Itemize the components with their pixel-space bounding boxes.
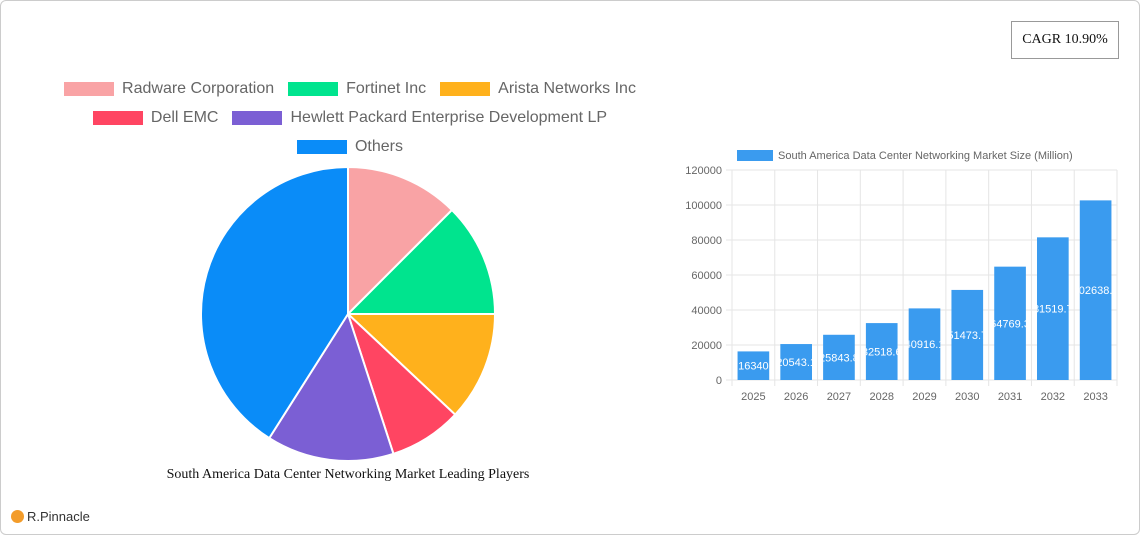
legend-swatch xyxy=(440,81,491,96)
bar-value-label: 25843.8 xyxy=(819,352,859,364)
bar-value-label: 20543.1 xyxy=(776,357,816,369)
pie-slice[interactable] xyxy=(345,208,497,315)
brand-logo: R.Pinnacle xyxy=(11,509,90,524)
y-tick-label: 120000 xyxy=(685,165,722,177)
bar-value-label: 51473.7 xyxy=(947,330,987,342)
logo-icon xyxy=(11,510,24,523)
y-tick-label: 80000 xyxy=(691,235,722,247)
legend-swatch xyxy=(232,110,283,125)
legend-label: Fortinet Inc xyxy=(346,79,427,97)
bar-value-label: 81519.7 xyxy=(1033,304,1073,316)
legend-label: Radware Corporation xyxy=(122,79,275,97)
legend-item[interactable]: Hewlett Packard Enterprise Development L… xyxy=(232,109,607,127)
cagr-badge: CAGR 10.90% xyxy=(1011,21,1119,59)
bar[interactable] xyxy=(1037,237,1069,380)
bar[interactable] xyxy=(908,308,941,380)
pie-legend: Radware Corporation Fortinet Inc Arista Ne… xyxy=(0,74,700,161)
x-tick-label: 2027 xyxy=(827,391,851,403)
bar[interactable] xyxy=(780,344,812,380)
legend-label: Dell EMC xyxy=(150,108,219,126)
legend-swatch xyxy=(92,110,143,125)
pie-slice[interactable] xyxy=(345,313,497,417)
bar[interactable] xyxy=(737,351,770,380)
pie-slice[interactable] xyxy=(347,165,454,317)
x-tick-label: 2026 xyxy=(784,391,808,403)
x-tick-label: 2032 xyxy=(1041,391,1065,403)
legend-item[interactable]: Fortinet Inc xyxy=(288,80,426,98)
y-tick-label: 60000 xyxy=(691,270,722,282)
bar-value-label: 64769.3 xyxy=(990,318,1030,330)
legend-item[interactable]: Radware Corporation xyxy=(64,80,274,98)
bar[interactable] xyxy=(823,334,855,380)
x-tick-label: 2029 xyxy=(912,391,936,403)
x-tick-label: 2025 xyxy=(741,391,765,403)
x-tick-label: 2028 xyxy=(869,391,893,403)
legend-item[interactable]: Arista Networks Inc xyxy=(440,80,636,98)
x-tick-label: 2033 xyxy=(1083,391,1107,403)
brand-name: R.Pinnacle xyxy=(27,509,90,524)
bar[interactable] xyxy=(1079,200,1112,380)
legend-item[interactable]: Dell EMC xyxy=(92,108,219,127)
pie-title: South America Data Center Networking Mar… xyxy=(166,467,530,482)
bar-legend-label: South America Data Center Networking Mar… xyxy=(778,150,1073,162)
y-tick-label: 20000 xyxy=(691,340,722,352)
bar-value-label: 40916.1 xyxy=(905,339,945,351)
bar-value-label: 102638.6 xyxy=(1073,285,1119,297)
bar[interactable] xyxy=(994,266,1026,380)
x-tick-label: 2030 xyxy=(955,391,979,403)
legend-swatch xyxy=(296,139,347,154)
bar[interactable] xyxy=(951,289,984,380)
bar-chart: South America Data Center Networking Mar… xyxy=(685,150,1119,403)
pie-slice[interactable] xyxy=(200,165,349,440)
y-tick-label: 100000 xyxy=(685,200,722,212)
legend-swatch xyxy=(64,81,115,96)
legend-label: Arista Networks Inc xyxy=(498,79,636,97)
bar-legend[interactable]: South America Data Center Networking Mar… xyxy=(737,150,1073,162)
y-tick-label: 40000 xyxy=(691,305,722,317)
x-tick-label: 2031 xyxy=(998,391,1022,403)
y-tick-label: 0 xyxy=(716,375,722,387)
bar-value-label: 16340 xyxy=(738,361,769,373)
bar-value-label: 32518.6 xyxy=(862,347,902,359)
pie-chart xyxy=(200,165,497,462)
legend-item[interactable]: Others xyxy=(296,137,403,156)
legend-label: Others xyxy=(354,137,403,155)
legend-label: Hewlett Packard Enterprise Development L… xyxy=(290,108,608,126)
bar[interactable] xyxy=(865,323,898,380)
pie-slice[interactable] xyxy=(267,311,395,462)
legend-swatch xyxy=(288,81,339,96)
